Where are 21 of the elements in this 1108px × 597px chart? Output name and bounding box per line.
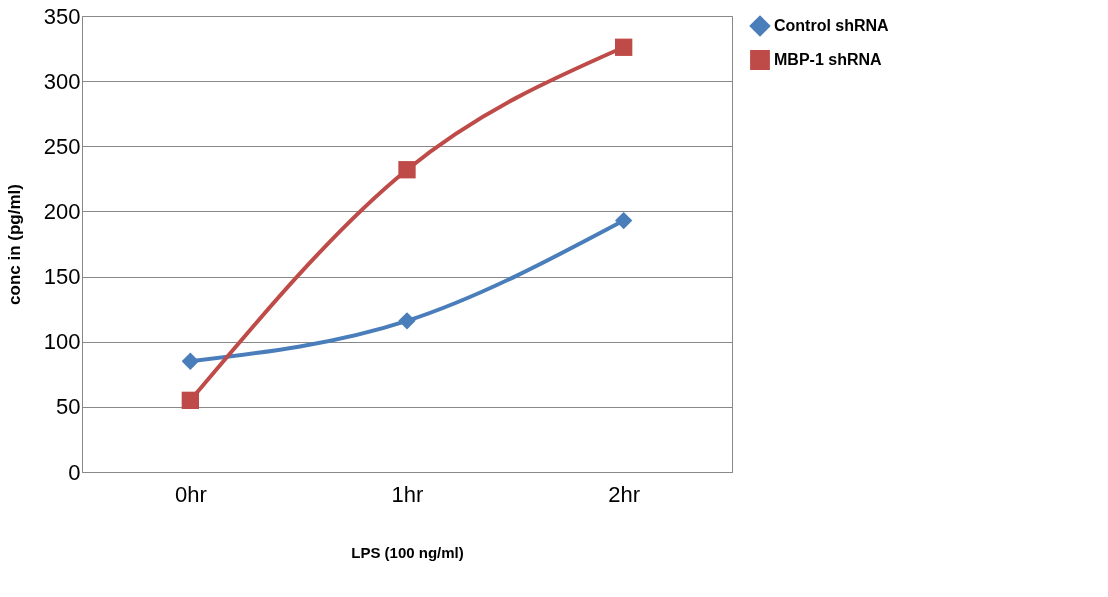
point: [181, 391, 199, 409]
y-tick-label: 350: [43, 3, 81, 29]
y-tick-label: 300: [43, 68, 81, 94]
x-tick-label: 0hr: [174, 481, 207, 507]
point: [615, 38, 633, 56]
x-tick-label: 2hr: [608, 481, 641, 507]
x-tick-label: 1hr: [391, 481, 424, 507]
legend-label: MBP-1 shRNA: [774, 51, 883, 68]
x-axis-title: LPS (100 ng/ml): [351, 543, 464, 561]
legend-label: Control shRNA: [774, 17, 890, 34]
point: [181, 352, 199, 370]
y-tick-label: 150: [43, 264, 81, 290]
y-tick-label: 200: [43, 198, 81, 224]
y-axis-title: conc in (pg/ml): [4, 184, 24, 305]
y-tick-label: 250: [43, 133, 81, 159]
point: [398, 312, 416, 330]
y-tick-label: 50: [56, 394, 81, 420]
point: [615, 211, 633, 230]
y-tick-label: 0: [68, 459, 81, 485]
point: [398, 161, 416, 179]
y-tick-label: 100: [43, 329, 81, 355]
